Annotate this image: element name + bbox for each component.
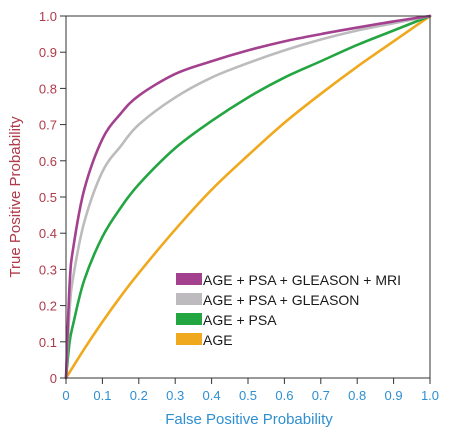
axes-layer: 0 0.1 0.2 0.3 0.4 0.5 0.6 0.7 0.8 0.9 1.0 0 0.1 0.2 0.… <box>39 9 439 403</box>
legend-label: AGE + PSA + GLEASON <box>203 292 359 308</box>
y-tick-label: 0.7 <box>39 118 57 133</box>
y-tick-label: 0 <box>50 371 57 386</box>
legend-swatch <box>176 293 202 305</box>
y-tick-label: 0.5 <box>39 190 57 205</box>
x-tick-label: 0.5 <box>239 388 257 403</box>
x-tick-label: 0.7 <box>312 388 330 403</box>
y-tick-label: 0.4 <box>39 226 57 241</box>
y-tick-label: 0.6 <box>39 154 57 169</box>
legend: AGE + PSA + GLEASON + MRI AGE + PSA + GLE… <box>176 272 401 348</box>
legend-swatch <box>176 313 202 325</box>
x-tick-label: 0.9 <box>385 388 403 403</box>
legend-label: AGE + PSA <box>203 312 277 328</box>
x-tick-label: 0.4 <box>203 388 221 403</box>
series-line-age <box>64 14 432 380</box>
x-tick-label: 0.3 <box>166 388 184 403</box>
curves-layer <box>64 14 432 380</box>
y-tick-label: 0.2 <box>39 299 57 314</box>
y-tick-label: 0.1 <box>39 335 57 350</box>
x-tick-label: 0.1 <box>93 388 111 403</box>
legend-label: AGE <box>203 332 233 348</box>
x-tick-label: 0.8 <box>348 388 366 403</box>
series-line-age-psa-gleason-mri <box>64 14 432 380</box>
legend-label: AGE + PSA + GLEASON + MRI <box>203 272 401 288</box>
series-line-age-psa-gleason <box>64 14 432 380</box>
y-tick-label: 0.8 <box>39 81 57 96</box>
x-tick-label: 0.2 <box>130 388 148 403</box>
legend-swatch <box>176 333 202 345</box>
x-tick-label: 0 <box>62 388 69 403</box>
x-axis-label: False Positive Probability <box>165 411 333 428</box>
y-tick-label: 0.3 <box>39 262 57 277</box>
legend-swatch <box>176 273 202 285</box>
y-axis-label: True Positive Probability <box>7 116 24 278</box>
x-tick-label: 1.0 <box>421 388 439 403</box>
y-tick-label: 1.0 <box>39 9 57 24</box>
x-tick-label: 0.6 <box>275 388 293 403</box>
y-tick-label: 0.9 <box>39 45 57 60</box>
series-line-age-psa <box>64 14 432 380</box>
